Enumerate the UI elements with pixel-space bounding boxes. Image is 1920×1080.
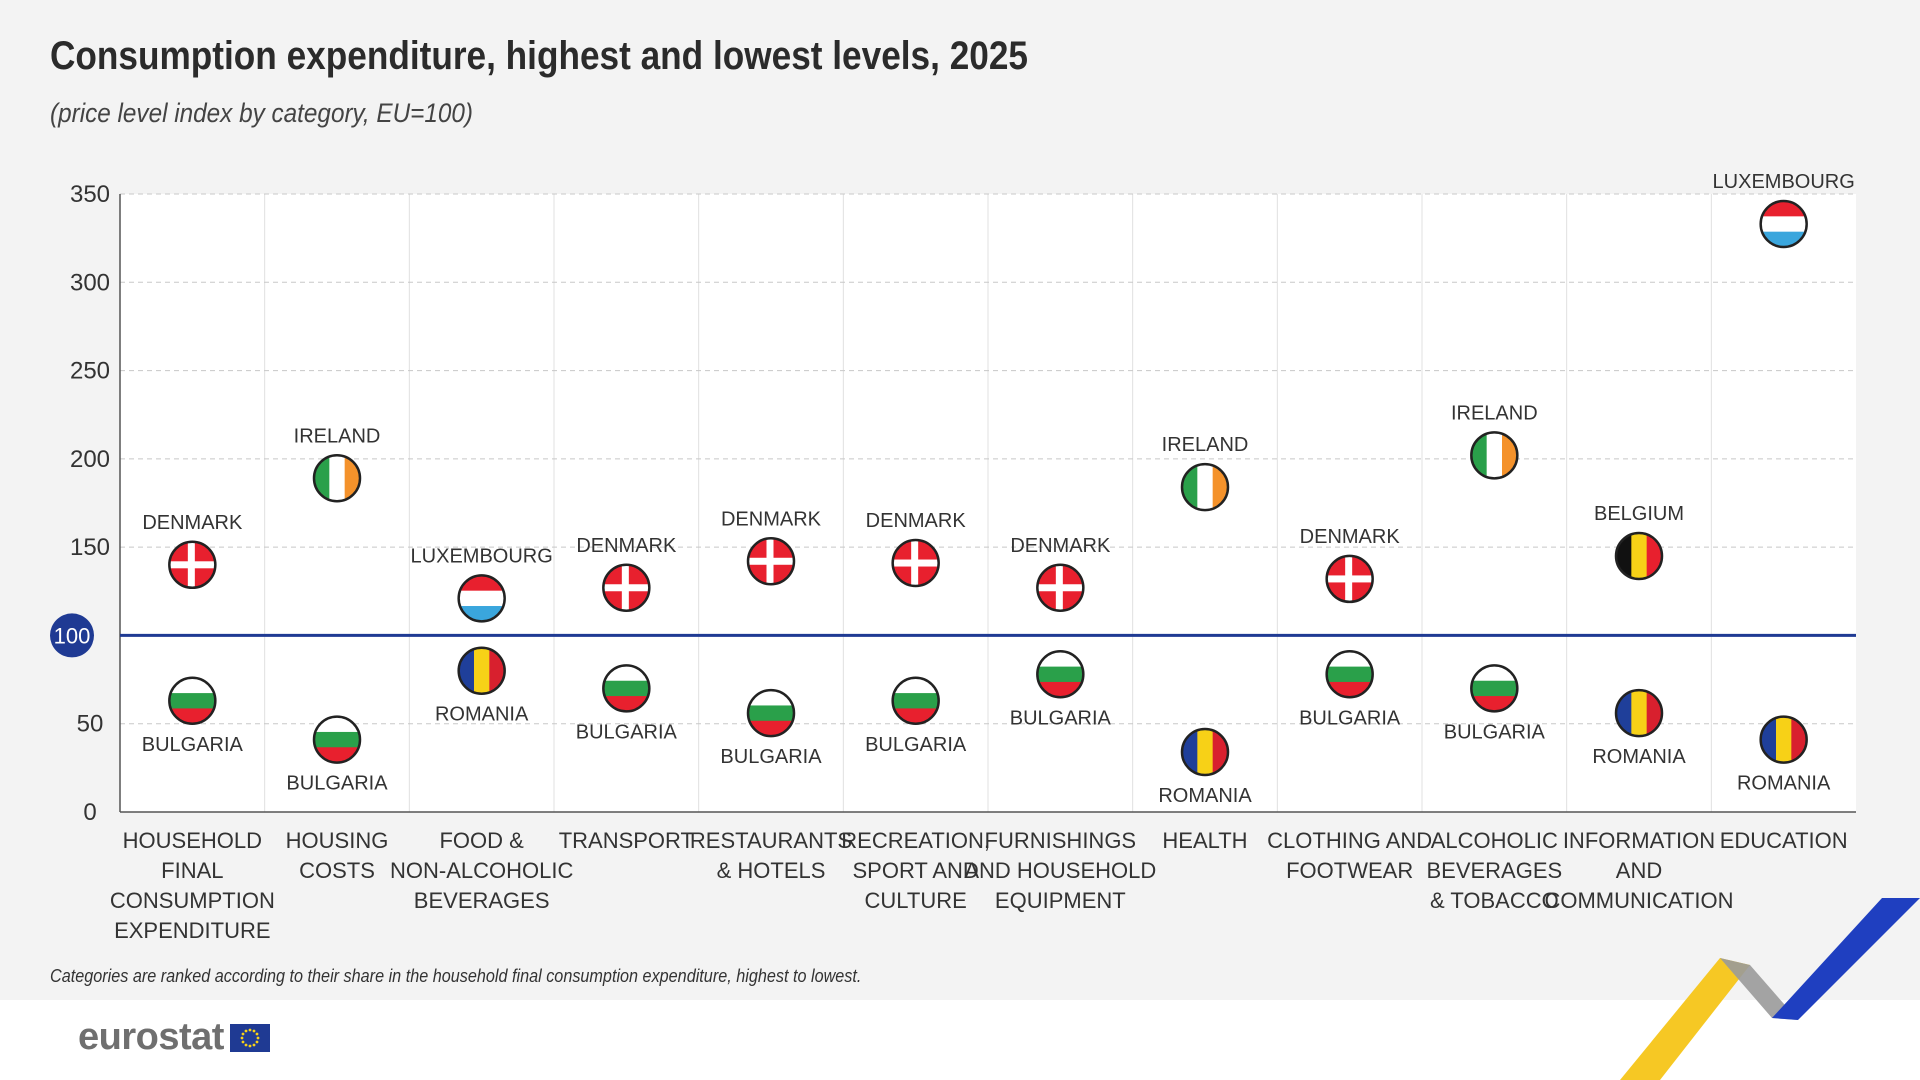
country-label-highest: IRELAND	[294, 425, 381, 447]
country-label-lowest: ROMANIA	[1592, 746, 1686, 768]
x-category-label: HOUSEHOLD	[123, 828, 262, 853]
x-category-label: RESTAURANTS	[690, 828, 852, 853]
x-category-label: COMMUNICATION	[1544, 888, 1733, 913]
x-category-label: EDUCATION	[1720, 828, 1848, 853]
x-category-label: HEALTH	[1162, 828, 1247, 853]
reference-label: 100	[54, 623, 91, 648]
country-label-lowest: BULGARIA	[1444, 721, 1546, 743]
x-category-label: TRANSPORT	[559, 828, 694, 853]
y-tick-label: 200	[70, 446, 110, 473]
y-tick-label: 150	[70, 534, 110, 561]
flag-lowest-romania	[457, 646, 506, 695]
country-label-lowest: ROMANIA	[435, 704, 529, 726]
flag-lowest-bulgaria	[746, 688, 796, 738]
eu-flag-icon	[229, 1023, 270, 1052]
x-category-label: RECREATION,	[841, 828, 990, 853]
flag-highest-luxembourg	[1759, 199, 1808, 249]
country-label-lowest: BULGARIA	[1010, 707, 1112, 729]
corner-decoration	[1620, 898, 1920, 1080]
x-category-label: SPORT AND	[852, 858, 978, 883]
x-category-label: COSTS	[299, 858, 375, 883]
flag-lowest-bulgaria	[312, 715, 362, 764]
country-label-highest: IRELAND	[1451, 402, 1538, 424]
country-label-highest: DENMARK	[1010, 535, 1111, 557]
x-category-label: INFORMATION	[1563, 828, 1715, 853]
x-category-label: NON-ALCOHOLIC	[390, 858, 573, 883]
chart-subtitle: (price level index by category, EU=100)	[50, 98, 473, 128]
flag-highest-denmark	[746, 537, 796, 586]
flag-lowest-bulgaria	[1036, 650, 1085, 699]
flag-highest-denmark	[1325, 554, 1374, 604]
x-category-label: EXPENDITURE	[114, 918, 270, 943]
flag-lowest-romania	[1180, 727, 1230, 777]
country-label-highest: LUXEMBOURG	[1713, 171, 1855, 193]
x-category-label: FOOD &	[439, 828, 524, 853]
x-category-label: BEVERAGES	[414, 888, 550, 913]
y-tick-label: 300	[70, 269, 110, 296]
flag-lowest-bulgaria	[168, 676, 217, 726]
x-category-label: FINAL	[161, 858, 223, 883]
x-category-label: BEVERAGES	[1426, 858, 1562, 883]
country-label-lowest: BULGARIA	[576, 721, 678, 743]
footer-band	[0, 1000, 1920, 1080]
flag-lowest-romania	[1614, 688, 1664, 738]
flag-highest-ireland	[312, 454, 362, 503]
country-label-highest: DENMARK	[142, 512, 243, 534]
x-category-label: FURNISHINGS	[985, 828, 1137, 853]
country-label-lowest: BULGARIA	[865, 734, 967, 756]
flag-highest-denmark	[891, 538, 940, 588]
y-tick-label: 50	[77, 711, 104, 738]
country-label-highest: DENMARK	[866, 510, 967, 532]
flag-lowest-bulgaria	[1470, 664, 1519, 713]
x-category-label: AND HOUSEHOLD	[964, 858, 1156, 883]
y-tick-label: 350	[70, 181, 110, 208]
chart-plot: 0 50 150 200 250 300 350 100 DENMARK IRELAND LUXEM…	[50, 171, 1856, 943]
country-label-highest: BELGIUM	[1594, 503, 1684, 525]
flag-highest-belgium	[1614, 531, 1664, 581]
eurostat-logo: eurostat	[78, 1016, 270, 1059]
flag-lowest-bulgaria	[891, 676, 940, 726]
chart-footnote: Categories are ranked according to their…	[50, 966, 862, 986]
x-category-label: & TOBACCO	[1430, 888, 1559, 913]
country-label-highest: IRELAND	[1162, 434, 1249, 456]
flag-highest-denmark	[1036, 563, 1085, 613]
x-category-label: ALCOHOLIC	[1431, 828, 1558, 853]
x-category-label: CONSUMPTION	[110, 888, 275, 913]
flag-highest-denmark	[168, 540, 217, 590]
country-label-lowest: ROMANIA	[1737, 773, 1831, 795]
reference-marker	[50, 613, 94, 658]
flag-highest-ireland	[1470, 431, 1519, 480]
country-label-lowest: BULGARIA	[142, 734, 244, 756]
flag-highest-luxembourg	[457, 574, 506, 623]
flag-lowest-bulgaria	[602, 664, 651, 713]
flag-lowest-romania	[1759, 715, 1808, 764]
x-category-label: FOOTWEAR	[1286, 858, 1413, 883]
country-label-lowest: BULGARIA	[1299, 707, 1401, 729]
logo-text: eurostat	[78, 1016, 224, 1058]
flag-lowest-bulgaria	[1325, 650, 1374, 699]
x-category-label: CLOTHING AND	[1267, 828, 1432, 853]
country-label-lowest: BULGARIA	[720, 746, 822, 768]
country-label-lowest: BULGARIA	[286, 773, 388, 795]
x-category-label: & HOTELS	[717, 858, 826, 883]
country-label-highest: DENMARK	[721, 508, 822, 530]
country-label-highest: DENMARK	[576, 535, 677, 557]
x-category-label: HOUSING	[286, 828, 389, 853]
country-label-highest: LUXEMBOURG	[411, 545, 553, 567]
country-label-lowest: ROMANIA	[1158, 785, 1252, 807]
x-category-label: AND	[1616, 858, 1662, 883]
y-tick-label: 0	[83, 799, 96, 826]
x-category-label: EQUIPMENT	[995, 888, 1126, 913]
flag-highest-denmark	[602, 563, 651, 613]
flag-highest-ireland	[1180, 462, 1230, 512]
y-tick-label: 250	[70, 358, 110, 385]
chart-title: Consumption expenditure, highest and low…	[50, 34, 1029, 78]
country-label-highest: DENMARK	[1300, 526, 1401, 548]
x-category-label: CULTURE	[865, 888, 967, 913]
